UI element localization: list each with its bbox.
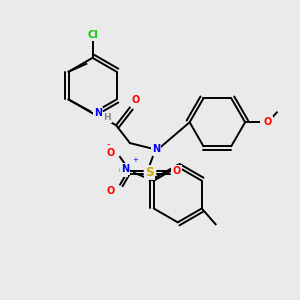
Text: H: H bbox=[103, 113, 111, 122]
Text: N: N bbox=[121, 164, 129, 174]
Text: -: - bbox=[106, 139, 110, 149]
Text: O: O bbox=[172, 166, 181, 176]
Text: O: O bbox=[107, 148, 115, 158]
Text: Cl: Cl bbox=[87, 30, 98, 40]
Text: O: O bbox=[264, 117, 272, 127]
Text: N: N bbox=[152, 144, 160, 154]
Text: O: O bbox=[107, 186, 115, 196]
Text: S: S bbox=[146, 166, 154, 179]
Text: O: O bbox=[132, 95, 140, 106]
Text: +: + bbox=[132, 157, 138, 163]
Text: N: N bbox=[94, 108, 102, 118]
Text: O: O bbox=[119, 166, 127, 176]
